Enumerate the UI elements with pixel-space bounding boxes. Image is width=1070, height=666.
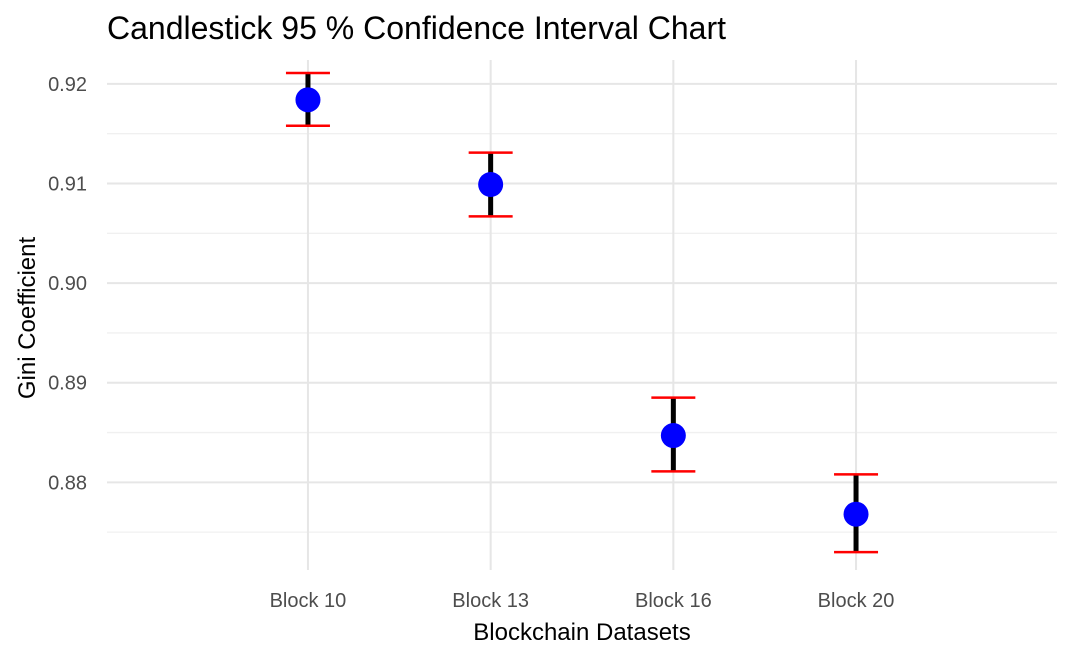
data-marks (285, 71, 879, 554)
data-point (295, 87, 321, 113)
x-tick-label: Block 10 (270, 590, 347, 612)
data-point (478, 172, 504, 198)
y-tick-label: 0.91 (48, 174, 87, 196)
data-point (843, 501, 869, 527)
x-axis-title: Blockchain Datasets (473, 619, 690, 646)
grid (107, 60, 1057, 570)
x-axis-ticks: Block 10 Block 13 Block 16 Block 20 (270, 590, 895, 612)
x-tick-label: Block 13 (452, 590, 529, 612)
x-tick-label: Block 20 (818, 590, 895, 612)
x-tick-label: Block 16 (635, 590, 712, 612)
y-axis-ticks: 0.88 0.89 0.90 0.91 0.92 (48, 74, 87, 494)
y-tick-label: 0.90 (48, 273, 87, 295)
y-tick-label: 0.89 (48, 373, 87, 395)
y-tick-label: 0.92 (48, 74, 87, 96)
y-tick-label: 0.88 (48, 472, 87, 494)
y-axis-title: Gini Coefficient (14, 237, 41, 400)
data-point (660, 423, 686, 449)
chart-title: Candlestick 95 % Confidence Interval Cha… (107, 10, 726, 46)
